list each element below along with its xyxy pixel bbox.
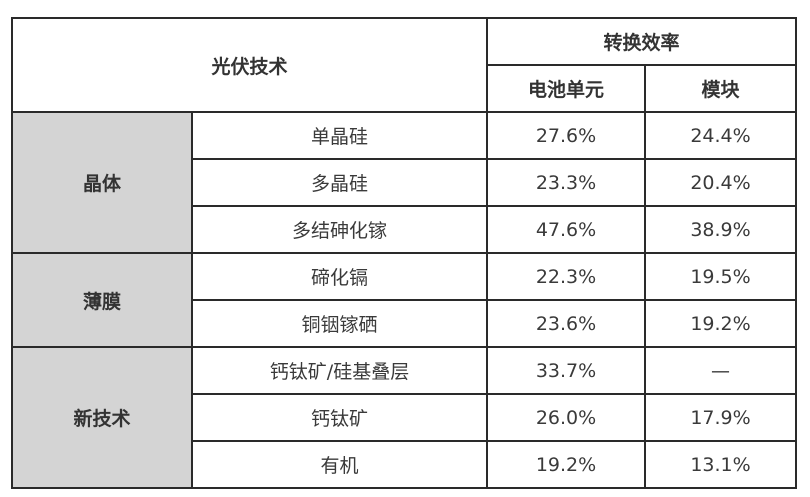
table-row: 晶体 单晶硅 27.6% 24.4% (11, 111, 797, 254)
module-cell: 13.1% (644, 440, 797, 489)
header-efficiency: 转换效率 (486, 17, 797, 66)
tech-cell: 钙钛矿 (191, 393, 488, 442)
tech-cell: 多晶硅 (191, 158, 488, 207)
tech-cell: 多结砷化镓 (191, 205, 488, 254)
cell-cell: 19.2% (486, 440, 646, 489)
table-row: 新技术 钙钛矿/硅基叠层 33.7% — (11, 346, 797, 489)
header-cell: 电池单元 (486, 64, 646, 113)
category-cell: 薄膜 (11, 252, 193, 348)
table-row: 多晶硅 23.3% 20.4% (12, 158, 797, 207)
module-cell: 24.4% (644, 111, 797, 160)
tech-cell: 钙钛矿/硅基叠层 (191, 346, 488, 395)
module-cell: 19.5% (644, 252, 797, 301)
cell-cell: 23.3% (486, 158, 646, 207)
table-row: 钙钛矿 26.0% 17.9% (12, 393, 797, 442)
tech-cell: 碲化镉 (191, 252, 488, 301)
module-cell: — (644, 346, 797, 395)
table-row: 多结砷化镓 47.6% 38.9% (12, 205, 797, 254)
module-cell: 38.9% (644, 205, 797, 254)
tech-cell: 单晶硅 (191, 111, 488, 160)
module-cell: 19.2% (644, 299, 797, 348)
cell-cell: 22.3% (486, 252, 646, 301)
table-row: 薄膜 碲化镉 22.3% 19.5% (11, 252, 797, 348)
category-cell: 新技术 (11, 346, 193, 489)
cell-cell: 33.7% (486, 346, 646, 395)
header-module: 模块 (644, 64, 797, 113)
category-cell: 晶体 (11, 111, 193, 254)
efficiency-table: 光伏技术 转换效率 电池单元 模块 晶体 单晶硅 27.6% 24.4% 多晶硅 23.3… (11, 17, 797, 489)
cell-cell: 26.0% (486, 393, 646, 442)
cell-cell: 27.6% (486, 111, 646, 160)
table-body: 晶体 单晶硅 27.6% 24.4% 多晶硅 23.3% 20.4% 多结砷化镓 47.6% 38… (11, 111, 797, 489)
table-row: 有机 19.2% 13.1% (12, 440, 797, 489)
tech-cell: 铜铟镓硒 (191, 299, 488, 348)
module-cell: 20.4% (644, 158, 797, 207)
tech-cell: 有机 (191, 440, 488, 489)
cell-cell: 47.6% (486, 205, 646, 254)
table-row: 铜铟镓硒 23.6% 19.2% (12, 299, 797, 348)
cell-cell: 23.6% (486, 299, 646, 348)
header-technology: 光伏技术 (11, 17, 488, 113)
module-cell: 17.9% (644, 393, 797, 442)
